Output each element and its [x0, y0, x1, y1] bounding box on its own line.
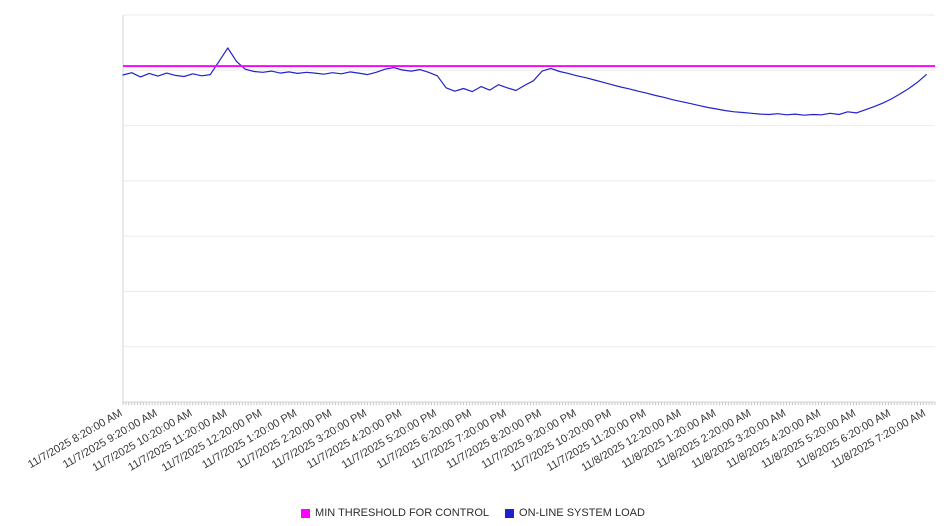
- legend-swatch-system-load-icon: [505, 508, 515, 518]
- system-load-line: [122, 47, 927, 116]
- legend-item-min-threshold[interactable]: MIN THRESHOLD FOR CONTROL: [301, 507, 489, 519]
- chart-legend: MIN THRESHOLD FOR CONTROL ON-LINE SYSTEM…: [0, 507, 946, 519]
- legend-label-min-threshold: MIN THRESHOLD FOR CONTROL: [315, 507, 490, 519]
- legend-swatch-min-threshold-icon: [301, 508, 311, 518]
- legend-label-system-load: ON-LINE SYSTEM LOAD: [519, 507, 645, 519]
- legend-item-system-load[interactable]: ON-LINE SYSTEM LOAD: [505, 507, 645, 519]
